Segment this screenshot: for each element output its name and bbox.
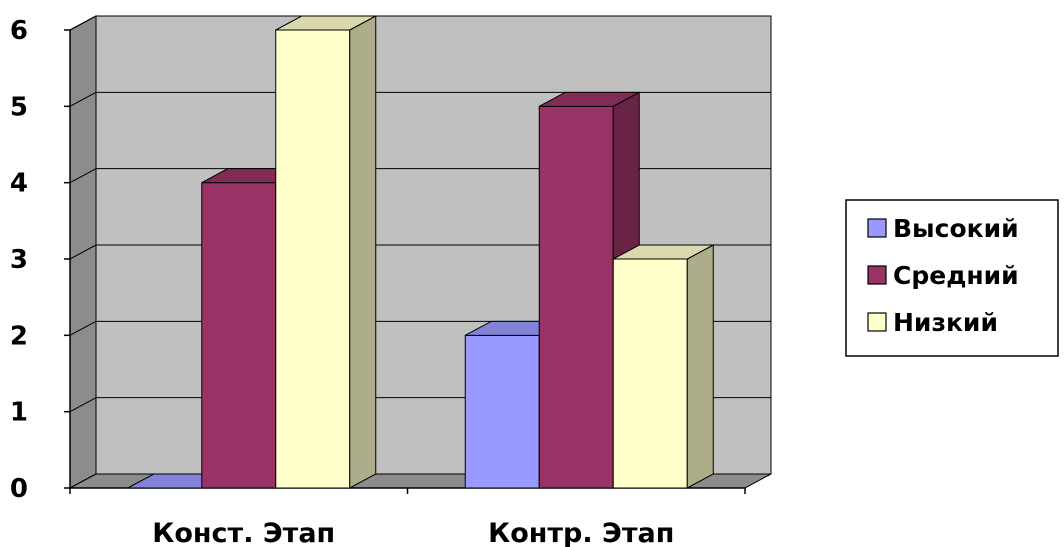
x-category-labels: Конст. Этап Контр. Этап — [152, 518, 674, 547]
x-category-label: Контр. Этап — [488, 518, 674, 547]
bar-top — [613, 244, 714, 260]
bar-side — [349, 15, 377, 489]
bar-front — [464, 334, 540, 489]
y-tick-label: 3 — [10, 245, 28, 275]
bar-front — [538, 105, 614, 489]
y-tick-label: 5 — [10, 92, 28, 122]
gridline-side — [69, 168, 97, 184]
gridline-side — [69, 91, 97, 107]
legend-label: Средний — [893, 261, 1019, 290]
bar-top — [539, 91, 640, 107]
legend-swatch — [867, 312, 887, 332]
legend: Высокий Средний Низкий — [845, 199, 1059, 357]
bar-front — [201, 182, 277, 489]
gridline-side — [69, 244, 97, 260]
y-tick-labels: 0 1 2 3 4 5 6 — [10, 16, 28, 504]
x-category-label: Конст. Этап — [152, 518, 335, 547]
y-tick-label: 2 — [10, 321, 28, 351]
y-tick-label: 0 — [10, 474, 28, 504]
legend-label: Низкий — [893, 308, 998, 337]
bar-front — [612, 258, 688, 489]
legend-label: Высокий — [893, 214, 1019, 243]
gridline-side — [69, 320, 97, 336]
bars — [127, 15, 714, 489]
legend-swatch — [867, 218, 887, 238]
y-tick-label: 6 — [10, 16, 28, 46]
bar — [612, 244, 714, 489]
bar-front — [275, 29, 351, 489]
gridline-side — [69, 15, 97, 31]
gridline-side — [69, 397, 97, 413]
bar-top — [275, 15, 376, 31]
y-tick-label: 4 — [10, 169, 28, 199]
legend-swatch — [867, 265, 887, 285]
bar — [275, 15, 377, 489]
y-tick-label: 1 — [10, 398, 28, 428]
bar-side — [686, 244, 714, 489]
